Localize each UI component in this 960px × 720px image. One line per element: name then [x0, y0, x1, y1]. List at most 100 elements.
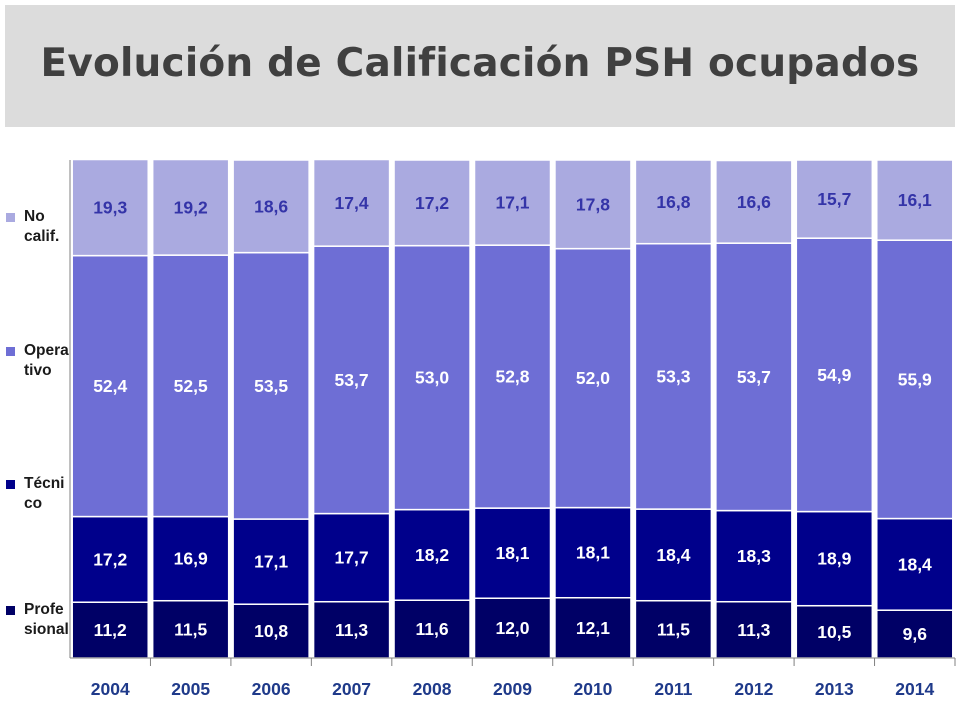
- bar-segment: [795, 510, 874, 607]
- data-label: 18,9: [817, 549, 851, 569]
- bar-segment: [71, 515, 149, 603]
- data-label: 17,2: [93, 549, 127, 569]
- bar-segment: [312, 158, 391, 247]
- data-label: 11,3: [335, 620, 368, 640]
- data-label: 18,2: [415, 545, 449, 565]
- bar-segment: [71, 254, 149, 518]
- bar-segment: [554, 247, 632, 509]
- data-label: 53,0: [415, 368, 449, 388]
- legend-swatch-tecnico: [6, 480, 15, 489]
- bar-segment: [312, 245, 391, 515]
- x-tick-label: 2005: [171, 679, 210, 699]
- bar-segment: [634, 159, 713, 245]
- legend-swatch-profesional: [6, 606, 15, 615]
- data-label: 18,4: [898, 554, 932, 574]
- bar-segment: [876, 517, 954, 611]
- bar-segment: [554, 596, 632, 659]
- data-label: 17,7: [335, 548, 369, 568]
- data-label: 53,5: [254, 376, 288, 396]
- bar-segment: [151, 599, 230, 659]
- bar-segment: [393, 508, 471, 601]
- data-label: 53,7: [335, 370, 369, 390]
- legend-label-operativo: Opera tivo: [24, 342, 69, 379]
- data-label: 16,1: [898, 190, 932, 210]
- data-label: 17,1: [495, 193, 529, 213]
- x-tick-label: 2007: [332, 679, 371, 699]
- legend-label-tecnico: Técni co: [24, 475, 65, 512]
- data-label: 17,8: [576, 194, 610, 214]
- data-label: 11,5: [657, 619, 690, 639]
- chart-title: Evolución de Calificación PSH ocupados: [40, 41, 920, 86]
- data-label: 54,9: [817, 365, 851, 385]
- data-label: 17,2: [415, 193, 449, 213]
- title-box: Evolución de Calificación PSH ocupados: [5, 5, 955, 127]
- bar-segment: [151, 158, 230, 256]
- data-label: 11,2: [94, 620, 127, 640]
- data-label: 17,4: [335, 193, 369, 213]
- data-label: 11,3: [737, 620, 770, 640]
- data-label: 9,6: [903, 624, 928, 644]
- bar-segment: [71, 158, 149, 257]
- x-tick-label: 2004: [91, 679, 130, 699]
- bar-segment: [634, 599, 713, 659]
- data-label: 52,4: [93, 376, 127, 396]
- legend-label-profesional: Profe sional: [24, 601, 69, 638]
- bar-segment: [473, 597, 552, 659]
- data-label: 52,5: [174, 376, 208, 396]
- bar-segment: [795, 159, 874, 239]
- bar-segment: [554, 506, 632, 599]
- data-label: 10,5: [817, 622, 851, 642]
- bar-segment: [393, 159, 471, 247]
- x-tick-label: 2011: [654, 679, 692, 699]
- data-label: 11,6: [415, 619, 448, 639]
- bar-segment: [151, 515, 230, 602]
- x-tick-label: 2006: [252, 679, 291, 699]
- data-label: 53,3: [656, 366, 690, 386]
- data-label: 52,0: [576, 368, 610, 388]
- data-label: 19,2: [174, 197, 208, 217]
- x-tick-label: 2010: [573, 679, 612, 699]
- data-label: 18,6: [254, 196, 288, 216]
- x-tick-label: 2008: [413, 679, 452, 699]
- title-band: Evolución de Calificación PSH ocupados: [0, 0, 960, 128]
- data-label: 19,3: [93, 198, 127, 218]
- bar-segment: [393, 244, 471, 511]
- bar-segment: [232, 518, 310, 605]
- bar-segment: [795, 604, 874, 659]
- data-label: 55,9: [898, 369, 932, 389]
- bar-segment: [634, 508, 713, 602]
- x-tick-label: 2009: [493, 679, 532, 699]
- x-tick-label: 2013: [815, 679, 854, 699]
- bar-segment: [876, 159, 954, 241]
- data-label: 53,7: [737, 367, 771, 387]
- x-tick-label: 2012: [734, 679, 773, 699]
- data-label: 16,9: [174, 549, 208, 569]
- data-label: 10,8: [254, 621, 288, 641]
- data-label: 17,1: [254, 552, 288, 572]
- bar-segment: [715, 159, 793, 244]
- bar-segment: [473, 507, 552, 599]
- bar-segment: [151, 254, 230, 518]
- bar-segment: [473, 159, 552, 246]
- legend-swatch-operativo: [6, 347, 15, 356]
- legend-swatch-no-calif: [6, 213, 15, 222]
- data-label: 12,1: [576, 618, 610, 638]
- bar-segment: [312, 512, 391, 603]
- data-label: 18,4: [656, 545, 690, 565]
- data-label: 52,8: [495, 367, 529, 387]
- data-label: 18,1: [495, 543, 529, 563]
- data-label: 11,5: [174, 619, 207, 639]
- bar-segment: [473, 244, 552, 509]
- x-tick-label: 2014: [895, 679, 934, 699]
- bar-segment: [795, 237, 874, 513]
- data-label: 12,0: [495, 618, 529, 638]
- data-label: 15,7: [817, 189, 851, 209]
- data-label: 18,1: [576, 543, 610, 563]
- data-label: 16,8: [656, 192, 690, 212]
- bar-segment: [634, 242, 713, 510]
- bar-segment: [71, 601, 149, 659]
- bar-segment: [715, 509, 793, 603]
- bar-segment: [876, 239, 954, 520]
- legend-label-no-calif: No calif.: [24, 208, 60, 245]
